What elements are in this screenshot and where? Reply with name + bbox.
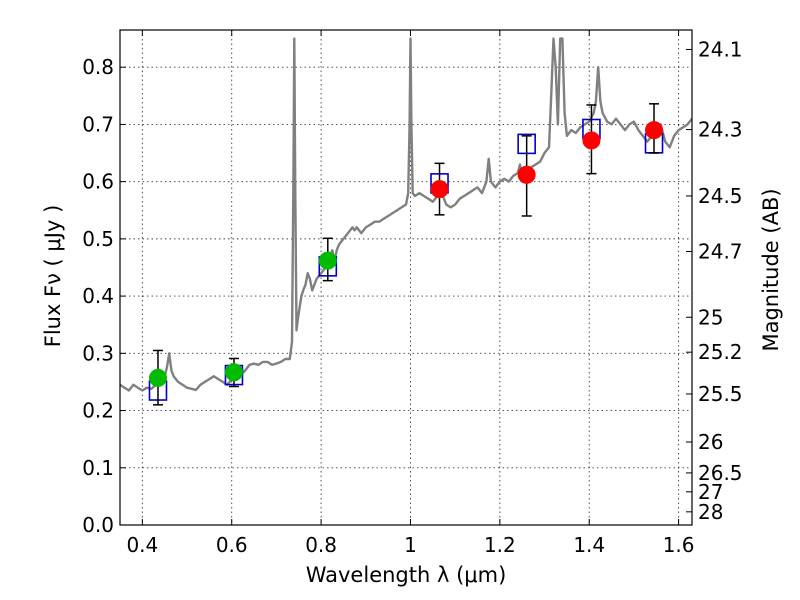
right-tick-label: 27 <box>698 480 723 504</box>
observed-point <box>582 131 601 150</box>
y-tick-label: 0.1 <box>82 456 114 480</box>
plot-frame <box>119 29 693 526</box>
y-tick-label: 0.0 <box>82 513 114 537</box>
right-tick-label: 24.5 <box>698 184 743 208</box>
y-tick-label: 0.2 <box>82 399 114 423</box>
y-tick-label: 0.8 <box>82 55 114 79</box>
x-tick-label: 0.6 <box>216 533 248 557</box>
x-tick-label: 1.6 <box>663 533 695 557</box>
right-tick-label: 24.1 <box>698 37 743 61</box>
right-tick-label: 25 <box>698 305 723 329</box>
observed-point <box>517 165 536 184</box>
right-tick-label: 24.3 <box>698 118 743 142</box>
x-tick-label: 0.4 <box>126 533 158 557</box>
observed-point <box>224 363 243 382</box>
marker-layer <box>148 103 664 406</box>
right-tick-label: 26 <box>698 430 723 454</box>
y-axis-label: Flux Fν ( μJy ) <box>41 205 65 348</box>
right-tick-label: 26.5 <box>698 461 743 485</box>
tick-layer: 0.4 0.6 0.8 1 1.2 1.4 1.6 0.0 0.1 0.2 0.3 0.4 0.5 0.6… <box>82 30 743 557</box>
observed-point <box>148 368 167 387</box>
right-tick-label: 25.2 <box>698 340 743 364</box>
y-tick-label: 0.7 <box>82 112 114 136</box>
y-tick-label: 0.6 <box>82 170 114 194</box>
y-tick-label: 0.3 <box>82 341 114 365</box>
observed-point <box>645 121 664 140</box>
right-axis-label: Magnitude (AB) <box>759 188 783 351</box>
right-tick-label: 25.5 <box>698 382 743 406</box>
observed-point <box>430 180 449 199</box>
observed-point <box>318 251 337 270</box>
x-tick-label: 1 <box>404 533 417 557</box>
y-tick-label: 0.5 <box>82 227 114 251</box>
right-tick-label: 28 <box>698 500 723 524</box>
right-tick-label: 24.7 <box>698 239 743 263</box>
x-tick-label: 1.2 <box>484 533 516 557</box>
x-axis-label: Wavelength λ (μm) <box>306 563 507 587</box>
x-tick-label: 0.8 <box>305 533 337 557</box>
y-tick-label: 0.4 <box>82 284 114 308</box>
x-tick-label: 1.4 <box>573 533 605 557</box>
